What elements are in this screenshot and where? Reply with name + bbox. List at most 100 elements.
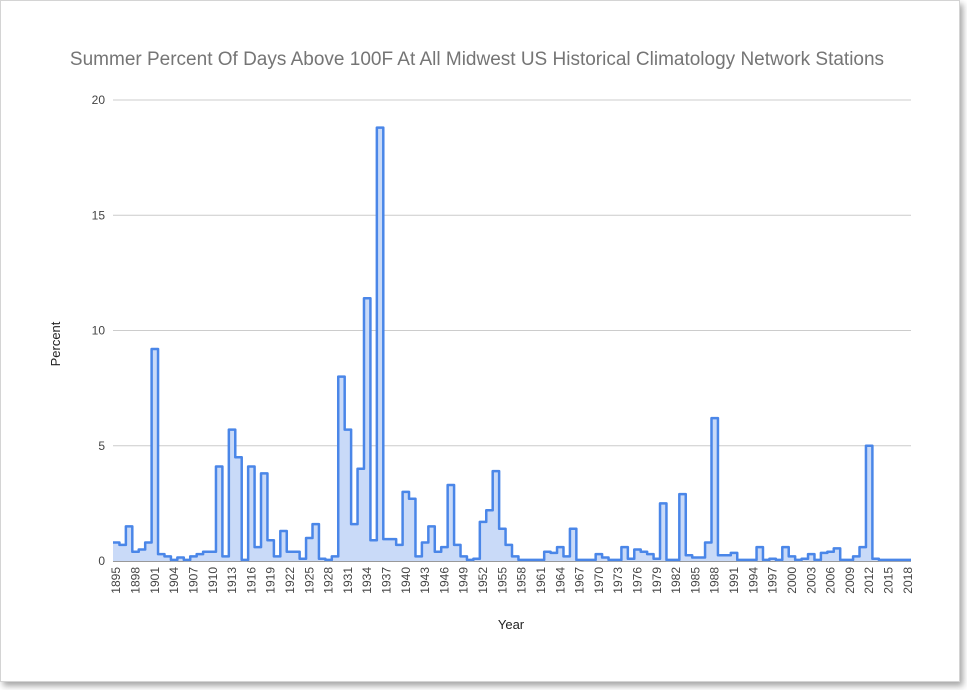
data-point-2000	[789, 556, 795, 561]
data-point-1936	[377, 128, 383, 561]
x-axis-ticks: 1895 1898 1901 1904 1907 1910 1913 1916 1919 1922…	[109, 567, 915, 594]
data-point-1935	[370, 540, 376, 561]
data-point-1962	[544, 552, 550, 561]
y-tick-label: 15	[92, 208, 106, 222]
data-point-1900	[145, 543, 151, 561]
x-tick-label: 1979	[650, 567, 664, 594]
data-point-1940	[403, 492, 409, 561]
data-point-1901	[152, 349, 158, 561]
data-point-1912	[222, 556, 228, 561]
data-point-1909	[203, 552, 209, 561]
data-point-1907	[190, 556, 196, 561]
data-point-1969	[589, 560, 595, 561]
data-point-1960	[531, 560, 537, 561]
x-tick-label: 1958	[515, 567, 529, 594]
data-point-1951	[473, 559, 479, 561]
data-point-1985	[692, 558, 698, 561]
x-tick-label: 1961	[534, 567, 548, 594]
data-point-2001	[795, 560, 801, 561]
data-point-1897	[126, 526, 132, 561]
data-point-1896	[119, 545, 125, 561]
data-point-1988	[712, 418, 718, 561]
data-point-1972	[609, 560, 615, 561]
data-point-1947	[448, 485, 454, 561]
data-point-1904	[171, 560, 177, 561]
data-point-1967	[576, 560, 582, 561]
data-point-1943	[422, 543, 428, 561]
x-tick-label: 1904	[167, 567, 181, 594]
data-point-1987	[705, 543, 711, 561]
x-tick-label: 1994	[746, 567, 760, 594]
data-point-1905	[177, 558, 183, 561]
gridlines	[113, 99, 911, 447]
data-point-1973	[615, 560, 621, 561]
data-point-1923	[293, 552, 299, 561]
x-tick-label: 1901	[148, 567, 162, 594]
data-point-2018	[905, 560, 911, 561]
x-tick-label: 1970	[592, 567, 606, 594]
data-point-1906	[184, 560, 190, 561]
x-tick-label: 1952	[476, 567, 490, 594]
data-point-1991	[731, 553, 737, 561]
data-point-1931	[345, 430, 351, 561]
x-tick-label: 1991	[727, 567, 741, 594]
data-point-1998	[776, 560, 782, 561]
x-tick-label: 1976	[630, 567, 644, 594]
x-tick-label: 1925	[302, 567, 316, 594]
data-point-2007	[834, 548, 840, 561]
data-point-1938	[390, 539, 396, 561]
data-point-1902	[158, 554, 164, 561]
y-tick-label: 0	[98, 554, 105, 568]
data-point-1958	[518, 560, 524, 561]
data-point-1911	[216, 466, 222, 561]
x-tick-label: 1988	[708, 567, 722, 594]
data-point-1993	[744, 560, 750, 561]
data-point-1910	[210, 552, 216, 561]
data-point-2009	[847, 560, 853, 561]
data-point-1964	[557, 547, 563, 561]
x-tick-label: 1922	[283, 567, 297, 594]
x-tick-label: 1913	[225, 567, 239, 594]
x-tick-label: 1949	[457, 567, 471, 594]
data-point-1976	[634, 549, 640, 561]
x-tick-label: 2012	[862, 567, 876, 594]
data-point-1954	[493, 471, 499, 561]
data-point-1950	[467, 560, 473, 561]
data-point-1968	[583, 560, 589, 561]
data-point-1927	[319, 559, 325, 561]
data-point-1948	[454, 545, 460, 561]
y-tick-label: 10	[92, 324, 106, 338]
data-point-1989	[718, 555, 724, 561]
data-point-1922	[287, 552, 293, 561]
data-point-1996	[763, 560, 769, 561]
x-tick-label: 1955	[495, 567, 509, 594]
x-tick-label: 1967	[573, 567, 587, 594]
data-point-2004	[814, 560, 820, 561]
data-point-1959	[525, 560, 531, 561]
data-point-1994	[750, 560, 756, 561]
x-tick-label: 1982	[669, 567, 683, 594]
data-point-1918	[261, 473, 267, 561]
data-point-1984	[686, 555, 692, 561]
x-tick-label: 1931	[341, 567, 355, 594]
x-tick-label: 1997	[766, 567, 780, 594]
data-point-2003	[808, 554, 814, 561]
data-point-1965	[563, 556, 569, 561]
data-point-1945	[435, 552, 441, 561]
chart-title: Summer Percent Of Days Above 100F At All…	[70, 49, 884, 70]
data-point-1977	[641, 552, 647, 561]
x-tick-label: 1964	[553, 567, 567, 594]
data-point-1926	[313, 524, 319, 561]
data-point-1925	[306, 538, 312, 561]
data-point-2002	[802, 559, 808, 561]
data-point-1978	[647, 554, 653, 561]
data-point-1992	[737, 560, 743, 561]
x-tick-label: 1946	[437, 567, 451, 594]
data-point-2011	[860, 547, 866, 561]
x-tick-label: 2006	[824, 567, 838, 594]
data-point-1933	[358, 469, 364, 561]
data-point-1979	[654, 559, 660, 561]
data-point-1930	[338, 377, 344, 561]
data-point-1928	[325, 560, 331, 561]
data-point-1916	[248, 466, 254, 561]
